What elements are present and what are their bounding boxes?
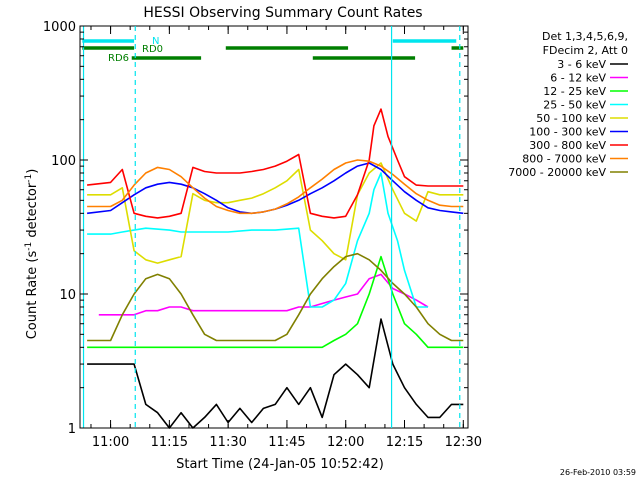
legend-header-line1: Det 1,3,4,5,6,9, [542, 30, 628, 43]
x-tick-label: 12:30 [445, 435, 482, 450]
y-axis-label: Count Rate (s-1 detector-1) [24, 169, 40, 340]
legend-entry-label: 12 - 25 keV [543, 85, 606, 98]
x-axis-label: Start Time (24-Jan-05 10:52:42) [176, 457, 384, 472]
axis-ticks: 1 10 100 1000 11:00 11:15 11:30 11:45 12:00 12:15… [43, 20, 482, 450]
legend-entry-label: 3 - 6 keV [557, 58, 606, 71]
x-tick-label: 12:00 [327, 435, 364, 450]
y-axis-label-sup2: -1 [24, 174, 34, 183]
x-tick-label: 11:45 [268, 435, 305, 450]
chart-title: HESSI Observing Summary Count Rates [143, 5, 422, 21]
legend-entry-label: 6 - 12 keV [550, 72, 606, 85]
x-tick-label: 12:15 [386, 435, 423, 450]
flag-label-n: N [152, 36, 159, 47]
series-line [87, 162, 464, 264]
y-axis-label-main: Count Rate (s [25, 251, 40, 340]
legend-entry-label: 300 - 800 keV [529, 139, 606, 152]
series-layer [87, 108, 464, 429]
series-line [87, 252, 464, 342]
series-line [87, 159, 464, 215]
y-axis-label-sup1: -1 [24, 242, 34, 251]
flag-label-rd0: RD0 [142, 44, 163, 55]
y-tick-label: 100 [51, 154, 76, 169]
x-tick-label: 11:30 [209, 435, 246, 450]
plot-frame [79, 25, 469, 429]
legend-entry-label: 7000 - 20000 keV [508, 166, 606, 179]
series-line [98, 273, 429, 316]
y-tick-label: 1000 [43, 20, 76, 35]
series-line [87, 255, 464, 349]
legend-entry-label: 50 - 100 keV [536, 112, 606, 125]
legend: Det 1,3,4,5,6,9, FDecim 2, Att 0 3 - 6 k… [508, 30, 628, 179]
plot-border [79, 25, 469, 429]
x-tick-label: 11:15 [151, 435, 188, 450]
flag-label-rd6: RD6 [108, 53, 129, 64]
footer-timestamp: 26-Feb-2010 03:59 [560, 468, 636, 477]
series-line [87, 108, 464, 219]
legend-entry-label: 100 - 300 keV [529, 126, 606, 139]
vertical-markers [82, 26, 461, 428]
series-line [87, 172, 428, 308]
y-axis-label-end: ) [25, 169, 40, 174]
y-tick-label: 1 [68, 422, 76, 437]
legend-entry-label: 800 - 7000 keV [522, 153, 606, 166]
series-line [87, 318, 464, 429]
y-axis-label-mid: detector [25, 182, 40, 242]
y-tick-label: 10 [59, 288, 76, 303]
legend-header-line2: FDecim 2, Att 0 [543, 44, 628, 57]
legend-entry-label: 25 - 50 keV [543, 99, 606, 112]
x-tick-label: 11:00 [92, 435, 129, 450]
